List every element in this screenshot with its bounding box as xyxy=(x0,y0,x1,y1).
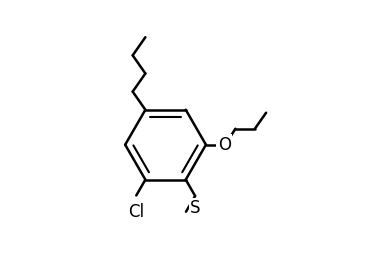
Text: O: O xyxy=(218,136,231,154)
Text: S: S xyxy=(190,198,200,217)
Text: Cl: Cl xyxy=(128,203,144,221)
